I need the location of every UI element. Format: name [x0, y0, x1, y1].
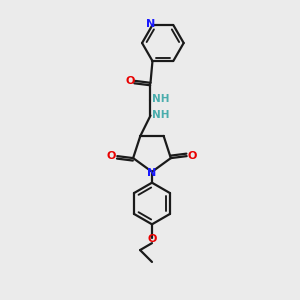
Text: NH: NH	[152, 94, 169, 104]
Text: NH: NH	[152, 110, 169, 119]
Text: O: O	[188, 151, 197, 161]
Text: O: O	[147, 234, 157, 244]
Text: O: O	[125, 76, 134, 86]
Text: N: N	[146, 19, 155, 29]
Text: O: O	[107, 151, 116, 161]
Text: N: N	[147, 168, 157, 178]
